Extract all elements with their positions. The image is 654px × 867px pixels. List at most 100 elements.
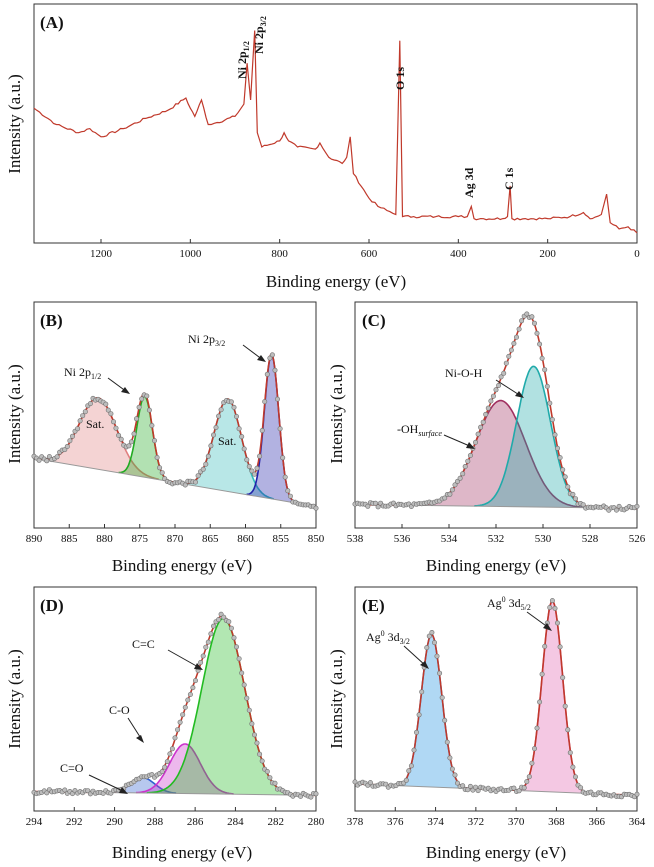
data-point bbox=[472, 439, 478, 445]
data-point bbox=[203, 644, 209, 650]
data-point bbox=[259, 758, 265, 764]
data-point bbox=[529, 760, 535, 766]
component-fill-1 bbox=[515, 601, 590, 794]
data-point bbox=[164, 759, 170, 765]
data-point bbox=[241, 682, 247, 688]
data-point bbox=[44, 790, 50, 796]
xtick-label: 885 bbox=[61, 533, 78, 545]
data-point bbox=[449, 487, 455, 493]
panel-e-xticks: 378 376 374 372 370 368 366 364 bbox=[347, 807, 646, 828]
data-point bbox=[172, 735, 178, 741]
data-point bbox=[146, 407, 152, 413]
data-point bbox=[239, 670, 245, 676]
data-point bbox=[372, 500, 378, 506]
data-point bbox=[208, 631, 214, 637]
data-point bbox=[280, 455, 286, 461]
data-point bbox=[285, 488, 291, 494]
panel-a-xticks: 1200 1000 800 600 400 200 0 bbox=[90, 239, 640, 260]
data-point bbox=[236, 656, 242, 662]
xtick-label: 870 bbox=[167, 533, 184, 545]
data-point bbox=[244, 695, 250, 701]
data-point bbox=[308, 794, 314, 800]
data-point bbox=[259, 427, 265, 433]
data-point bbox=[444, 739, 450, 745]
data-point bbox=[478, 424, 484, 430]
data-point bbox=[511, 340, 517, 346]
data-point bbox=[485, 405, 491, 411]
xtick-label: 1000 bbox=[179, 248, 202, 260]
data-point bbox=[519, 318, 525, 324]
xtick-label: 294 bbox=[26, 816, 43, 828]
data-point bbox=[529, 314, 535, 320]
data-point bbox=[234, 644, 240, 650]
data-point bbox=[218, 407, 224, 413]
panel-b-xlabel: Binding energy (eV) bbox=[112, 556, 252, 575]
panel-b-plot bbox=[31, 352, 319, 511]
panel-a-plot bbox=[33, 30, 638, 234]
panel-a: 1200 1000 800 600 400 200 0 (A) Binding energy… bbox=[5, 3, 640, 291]
data-point bbox=[187, 691, 193, 697]
data-point bbox=[572, 774, 578, 780]
data-point bbox=[226, 619, 232, 625]
data-point bbox=[87, 401, 93, 407]
data-point bbox=[234, 413, 240, 419]
annotation-arrow-nioh bbox=[495, 379, 522, 397]
data-point bbox=[193, 479, 199, 485]
data-point bbox=[472, 784, 478, 790]
data-point bbox=[80, 413, 86, 419]
panel-b-label: (B) bbox=[40, 311, 63, 330]
data-point bbox=[524, 779, 530, 785]
panel-d-frame bbox=[33, 586, 317, 812]
data-point bbox=[205, 639, 211, 645]
data-point bbox=[570, 764, 576, 770]
xtick-label: 378 bbox=[347, 816, 364, 828]
data-point bbox=[416, 712, 422, 718]
data-point bbox=[406, 768, 412, 774]
data-point bbox=[282, 474, 288, 480]
data-point bbox=[274, 396, 280, 402]
data-point bbox=[424, 645, 430, 651]
panel-c-xlabel: Binding energy (eV) bbox=[426, 556, 566, 575]
data-point bbox=[272, 367, 278, 373]
data-point bbox=[208, 443, 214, 449]
survey-spectrum bbox=[33, 30, 638, 234]
xtick-label: 280 bbox=[308, 816, 325, 828]
xtick-label: 860 bbox=[237, 533, 254, 545]
data-point bbox=[465, 787, 471, 793]
component-fill-1 bbox=[474, 366, 593, 508]
data-point bbox=[85, 788, 91, 794]
data-point bbox=[36, 457, 42, 463]
data-point bbox=[562, 703, 568, 709]
xtick-label: 288 bbox=[147, 816, 164, 828]
data-point bbox=[537, 699, 543, 705]
data-point bbox=[503, 360, 509, 366]
annotation-arrowhead-ni2p32 bbox=[257, 355, 266, 362]
data-point bbox=[75, 426, 81, 432]
data-point bbox=[313, 505, 319, 511]
data-point bbox=[511, 785, 517, 791]
xtick-label: 284 bbox=[227, 816, 244, 828]
data-point bbox=[560, 467, 566, 473]
data-point bbox=[493, 387, 499, 393]
data-point bbox=[454, 780, 460, 786]
data-point bbox=[128, 439, 134, 445]
data-point bbox=[190, 685, 196, 691]
annotation-ni2p32: Ni 2p3/2 bbox=[188, 332, 225, 348]
panel-e-xlabel: Binding energy (eV) bbox=[426, 843, 566, 862]
data-point bbox=[77, 418, 83, 424]
data-point bbox=[269, 352, 275, 358]
panel-b: 890 885 880 875 870 865 860 855 850 (B) Binding … bbox=[5, 301, 325, 575]
data-point bbox=[244, 457, 250, 463]
annotation-arrow-ag3d32 bbox=[403, 645, 427, 667]
data-point bbox=[236, 426, 242, 432]
data-point bbox=[452, 482, 458, 488]
annotation-arrow-cc bbox=[167, 649, 201, 669]
data-point bbox=[272, 780, 278, 786]
annotation-ni2p12: Ni 2p1/2 bbox=[64, 365, 101, 381]
data-point bbox=[544, 383, 550, 389]
data-point bbox=[157, 465, 163, 471]
data-point bbox=[116, 432, 122, 438]
data-point bbox=[252, 732, 258, 738]
data-point bbox=[498, 374, 504, 380]
panel-b-ylabel: Intensity (a.u.) bbox=[5, 364, 24, 464]
